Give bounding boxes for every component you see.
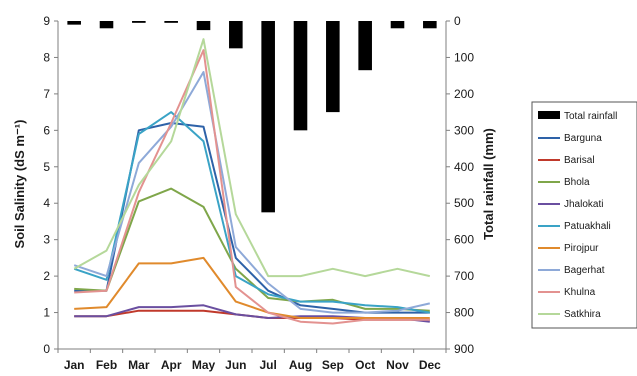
- x-tick-label: Sep: [322, 358, 344, 372]
- x-tick-label: Aug: [289, 358, 312, 372]
- rainfall-bar: [326, 21, 340, 113]
- rainfall-bar: [261, 21, 275, 213]
- legend-label: Patuakhali: [564, 221, 611, 232]
- y-tick-label: 8: [43, 50, 50, 64]
- legend-swatch-rainfall: [538, 111, 560, 119]
- y2-tick-label: 0: [454, 14, 461, 28]
- x-tick-label: Nov: [386, 358, 409, 372]
- legend-label: Pirojpur: [564, 243, 599, 254]
- legend-label: Bhola: [564, 177, 590, 188]
- x-tick-label: Feb: [96, 358, 117, 372]
- x-tick-label: May: [192, 358, 216, 372]
- y2-tick-label: 700: [454, 269, 474, 283]
- y2-tick-label: 400: [454, 160, 474, 174]
- y-tick-label: 3: [43, 233, 50, 247]
- legend-label: Barisal: [564, 155, 595, 166]
- y-tick-label: 4: [43, 196, 50, 210]
- y2-tick-label: 200: [454, 87, 474, 101]
- legend-label: Satkhira: [564, 309, 601, 320]
- x-tick-label: Jun: [225, 358, 246, 372]
- x-tick-label: Oct: [355, 358, 375, 372]
- rainfall-bar: [358, 21, 372, 71]
- y2-tick-label: 900: [454, 342, 474, 356]
- x-tick-label: Mar: [128, 358, 150, 372]
- rainfall-bar: [99, 21, 114, 29]
- rainfall-bar: [164, 21, 178, 23]
- legend-box: [531, 101, 637, 329]
- rainfall-bar: [67, 21, 81, 25]
- rainfall-bar: [132, 21, 146, 23]
- series-line-bagerhat: [73, 71, 431, 314]
- rainfall-bar: [229, 21, 243, 49]
- series-line-pirojpur: [74, 256, 430, 319]
- legend: Total rainfall Barguna Barisal Bhola Jhaloka…: [531, 101, 637, 329]
- rainfall-bar: [390, 21, 405, 29]
- y-tick-label: 9: [43, 14, 50, 28]
- x-tick-label: Dec: [419, 358, 441, 372]
- y2-axis-title: Total rainfall (mm): [481, 128, 496, 240]
- series-line-patuakhali: [73, 111, 430, 314]
- y2-tick-label: 800: [454, 306, 474, 320]
- y-tick-label: 2: [43, 269, 50, 283]
- x-tick-label: Jan: [64, 358, 85, 372]
- legend-label: Bagerhat: [564, 265, 605, 276]
- y-axis-title: Soil Salinity (dS m⁻¹): [12, 120, 27, 249]
- rainfall-bar: [293, 21, 308, 131]
- series-line-khulna: [74, 49, 430, 325]
- rainfall-bar: [196, 21, 211, 31]
- y-tick-label: 7: [43, 87, 50, 101]
- y2-tick-label: 100: [454, 50, 474, 64]
- legend-label: Jhalokati: [564, 199, 603, 210]
- x-tick-label: Apr: [161, 358, 182, 372]
- y2-tick-label: 300: [454, 123, 474, 137]
- series-line-satkhira: [73, 38, 431, 278]
- y-tick-label: 5: [43, 160, 50, 174]
- y-tick-label: 6: [43, 123, 50, 137]
- series-line-bhola: [74, 187, 430, 312]
- rainfall-bar: [423, 21, 437, 29]
- y-tick-label: 1: [43, 306, 50, 320]
- legend-label: Total rainfall: [564, 111, 617, 122]
- x-tick-label: Jul: [259, 358, 276, 372]
- y2-tick-label: 500: [454, 196, 474, 210]
- legend-label: Khulna: [564, 287, 596, 298]
- y-tick-label: 0: [43, 342, 50, 356]
- legend-label: Barguna: [564, 133, 602, 144]
- y2-tick-label: 600: [454, 233, 474, 247]
